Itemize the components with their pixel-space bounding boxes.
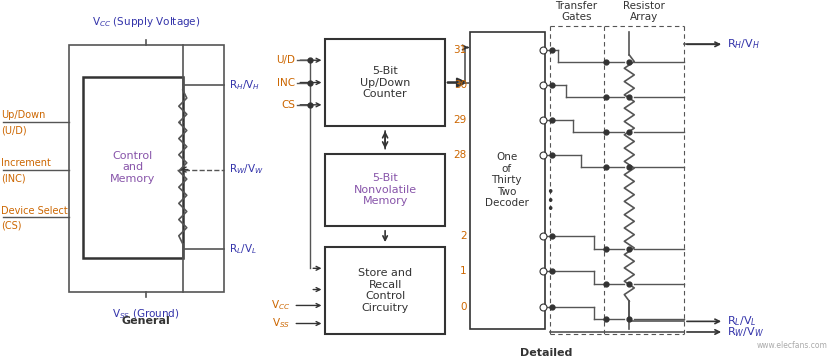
Text: R$_L$/V$_L$: R$_L$/V$_L$ xyxy=(727,315,756,328)
Bar xyxy=(325,247,445,334)
Text: Control
and
Memory: Control and Memory xyxy=(110,151,156,184)
Text: 28: 28 xyxy=(454,150,467,160)
Text: Device Select: Device Select xyxy=(2,206,68,216)
Text: •: • xyxy=(546,195,554,208)
Bar xyxy=(325,154,445,226)
Text: U/D: U/D xyxy=(276,55,295,65)
Text: 0: 0 xyxy=(460,302,467,311)
Text: www.elecfans.com: www.elecfans.com xyxy=(756,341,827,350)
Text: R$_L$/V$_L$: R$_L$/V$_L$ xyxy=(229,242,257,256)
Text: 2: 2 xyxy=(460,231,467,242)
Text: Up/Down: Up/Down xyxy=(2,111,46,121)
Text: Resistor
Array: Resistor Array xyxy=(623,1,666,22)
Text: Store and
Recall
Control
Circuitry: Store and Recall Control Circuitry xyxy=(358,268,412,313)
Text: V$_{SS}$ (Ground): V$_{SS}$ (Ground) xyxy=(112,307,179,321)
Text: 30: 30 xyxy=(454,80,467,90)
Text: 5-Bit
Up/Down
Counter: 5-Bit Up/Down Counter xyxy=(360,66,410,99)
Text: (CS): (CS) xyxy=(2,221,22,231)
Text: (U/D): (U/D) xyxy=(2,125,27,135)
Bar xyxy=(325,39,445,126)
Text: 1: 1 xyxy=(460,266,467,276)
Text: V$_{CC}$ (Supply Voltage): V$_{CC}$ (Supply Voltage) xyxy=(92,15,200,30)
Text: CS: CS xyxy=(281,100,295,110)
Text: 5-Bit
Nonvolatile
Memory: 5-Bit Nonvolatile Memory xyxy=(354,173,417,206)
Text: •: • xyxy=(546,186,554,199)
Text: V$_{SS}$: V$_{SS}$ xyxy=(272,316,290,330)
Bar xyxy=(83,77,183,258)
Text: R$_W$/V$_W$: R$_W$/V$_W$ xyxy=(727,325,764,339)
Text: R$_W$/V$_W$: R$_W$/V$_W$ xyxy=(229,163,264,176)
Bar xyxy=(470,32,545,329)
Text: R$_H$/V$_H$: R$_H$/V$_H$ xyxy=(229,78,259,91)
Text: Transfer
Gates: Transfer Gates xyxy=(555,1,597,22)
Bar xyxy=(69,45,224,292)
Text: V$_{CC}$: V$_{CC}$ xyxy=(271,298,290,312)
Text: General: General xyxy=(122,316,170,327)
Text: R$_H$/V$_H$: R$_H$/V$_H$ xyxy=(727,37,760,51)
Text: •: • xyxy=(546,203,554,216)
Text: 31: 31 xyxy=(454,45,467,55)
Text: One
of
Thirty
Two
Decoder: One of Thirty Two Decoder xyxy=(485,152,529,208)
Text: (INC): (INC) xyxy=(2,173,26,183)
Text: 29: 29 xyxy=(454,115,467,125)
Text: Increment: Increment xyxy=(2,158,51,168)
Text: Detailed: Detailed xyxy=(520,348,573,358)
Text: INC: INC xyxy=(277,77,295,87)
